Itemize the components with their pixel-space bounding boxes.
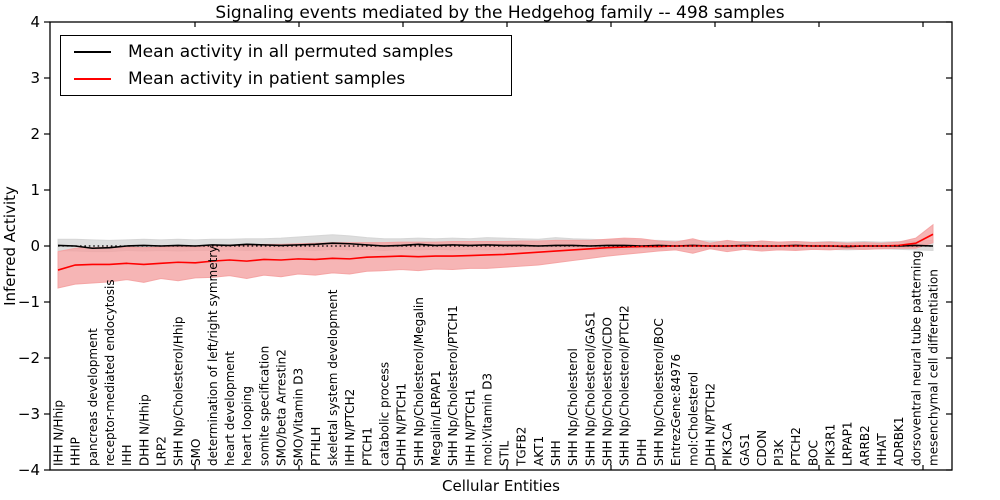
legend-line-sample-red [74, 78, 111, 81]
legend-label-patient: Mean activity in patient samples [128, 69, 406, 90]
x-category-label: IHH N/PTCH1 [463, 389, 477, 466]
chart-title: Signaling events mediated by the Hedgeho… [215, 3, 785, 23]
y-tick-label: −3 [18, 405, 40, 423]
x-category-label: SMO [189, 439, 203, 466]
x-category-label: IHH N/Hhip [52, 400, 66, 466]
x-category-label: BOC [806, 440, 820, 466]
x-category-label: PTCH1 [360, 427, 374, 466]
x-category-label: AKT1 [532, 436, 546, 466]
x-category-label: IHH N/PTCH2 [343, 389, 357, 466]
y-tick-label: −2 [18, 349, 40, 367]
legend-entry-permuted: Mean activity in all permuted samples [61, 42, 511, 62]
x-category-label: mol:Cholesterol [686, 372, 700, 466]
x-category-label: IHH [120, 444, 134, 466]
x-category-label: somite specification [257, 346, 271, 466]
y-tick-label: 3 [30, 69, 40, 87]
legend-label-permuted: Mean activity in all permuted samples [128, 41, 454, 62]
x-category-label: DHH N/PTCH2 [703, 383, 717, 466]
x-category-label: TGFB2 [515, 427, 529, 467]
y-axis-label: Inferred Activity [1, 186, 19, 306]
x-category-label: dorsoventral neural tube patterning [909, 250, 923, 466]
x-category-label: heart development [223, 351, 237, 466]
x-category-label: HHIP [69, 437, 83, 466]
x-axis-label: Cellular Entities [442, 477, 560, 495]
x-category-label: SMO/Vitamin D3 [292, 368, 306, 466]
y-tick-label: 2 [30, 125, 40, 143]
x-category-label: SMO/beta Arrestin2 [275, 349, 289, 466]
x-category-label: heart looping [240, 386, 254, 466]
x-category-label: mesenchymal cell differentiation [927, 269, 941, 466]
x-category-label: GAS1 [738, 433, 752, 466]
x-category-label: SHH Np/Cholesterol/Hhip [172, 317, 186, 466]
x-category-label: PTCH2 [789, 427, 803, 466]
x-category-label: mol:Vitamin D3 [480, 373, 494, 466]
legend-entry-patient: Mean activity in patient samples [61, 69, 511, 89]
x-category-label: SHH Np/Cholesterol/GAS1 [583, 311, 597, 466]
x-category-label: catabolic process [377, 362, 391, 466]
x-category-label: skeletal system development [326, 289, 340, 466]
y-tick-label: −1 [18, 293, 40, 311]
x-category-label: SHH [549, 440, 563, 466]
x-category-label: PIK3R1 [824, 424, 838, 466]
patient-mean-line [57, 233, 934, 271]
x-category-label: STIL [498, 441, 512, 466]
legend: Mean activity in all permuted samples Me… [60, 35, 512, 96]
x-category-label: PTHLH [309, 427, 323, 466]
x-category-label: CDON [755, 430, 769, 466]
x-category-label: SHH Np/Cholesterol/PTCH2 [618, 305, 632, 466]
x-category-label: SHH Np/Cholesterol/CDO [601, 317, 615, 466]
y-tick-label: −4 [18, 461, 40, 479]
x-category-label: DHH N/PTCH1 [395, 383, 409, 466]
x-category-label: determination of left/right symmetry [206, 246, 220, 466]
x-category-label: LRPAP1 [841, 421, 855, 466]
x-category-label: DHH N/Hhip [137, 394, 151, 466]
x-category-label: DHH [635, 439, 649, 466]
x-category-label: HHAT [875, 433, 889, 466]
x-category-label: SHH Np/Cholesterol/Megalin [412, 297, 426, 466]
x-category-label: Megalin/LRPAP1 [429, 370, 443, 466]
y-tick-label: 0 [30, 237, 40, 255]
x-category-label: EntrezGene:84976 [669, 354, 683, 466]
legend-line-sample-black [74, 50, 111, 53]
y-tick-label: 1 [30, 181, 40, 199]
x-category-label: PI3K [772, 439, 786, 466]
x-category-label: SHH Np/Cholesterol/BOC [652, 318, 666, 466]
patient-band [57, 223, 934, 289]
x-category-label: pancreas development [86, 328, 100, 466]
x-category-label: ADRBK1 [892, 416, 906, 466]
x-category-label: SHH Np/Cholesterol/PTCH1 [446, 305, 460, 466]
x-category-label: SHH Np/Cholesterol [566, 348, 580, 466]
x-category-label: PIK3CA [721, 422, 735, 466]
x-category-label: receptor-mediated endocytosis [103, 279, 117, 466]
x-category-label: ARRB2 [858, 425, 872, 466]
x-category-label: LRP2 [154, 436, 168, 466]
y-tick-label: 4 [30, 13, 40, 31]
